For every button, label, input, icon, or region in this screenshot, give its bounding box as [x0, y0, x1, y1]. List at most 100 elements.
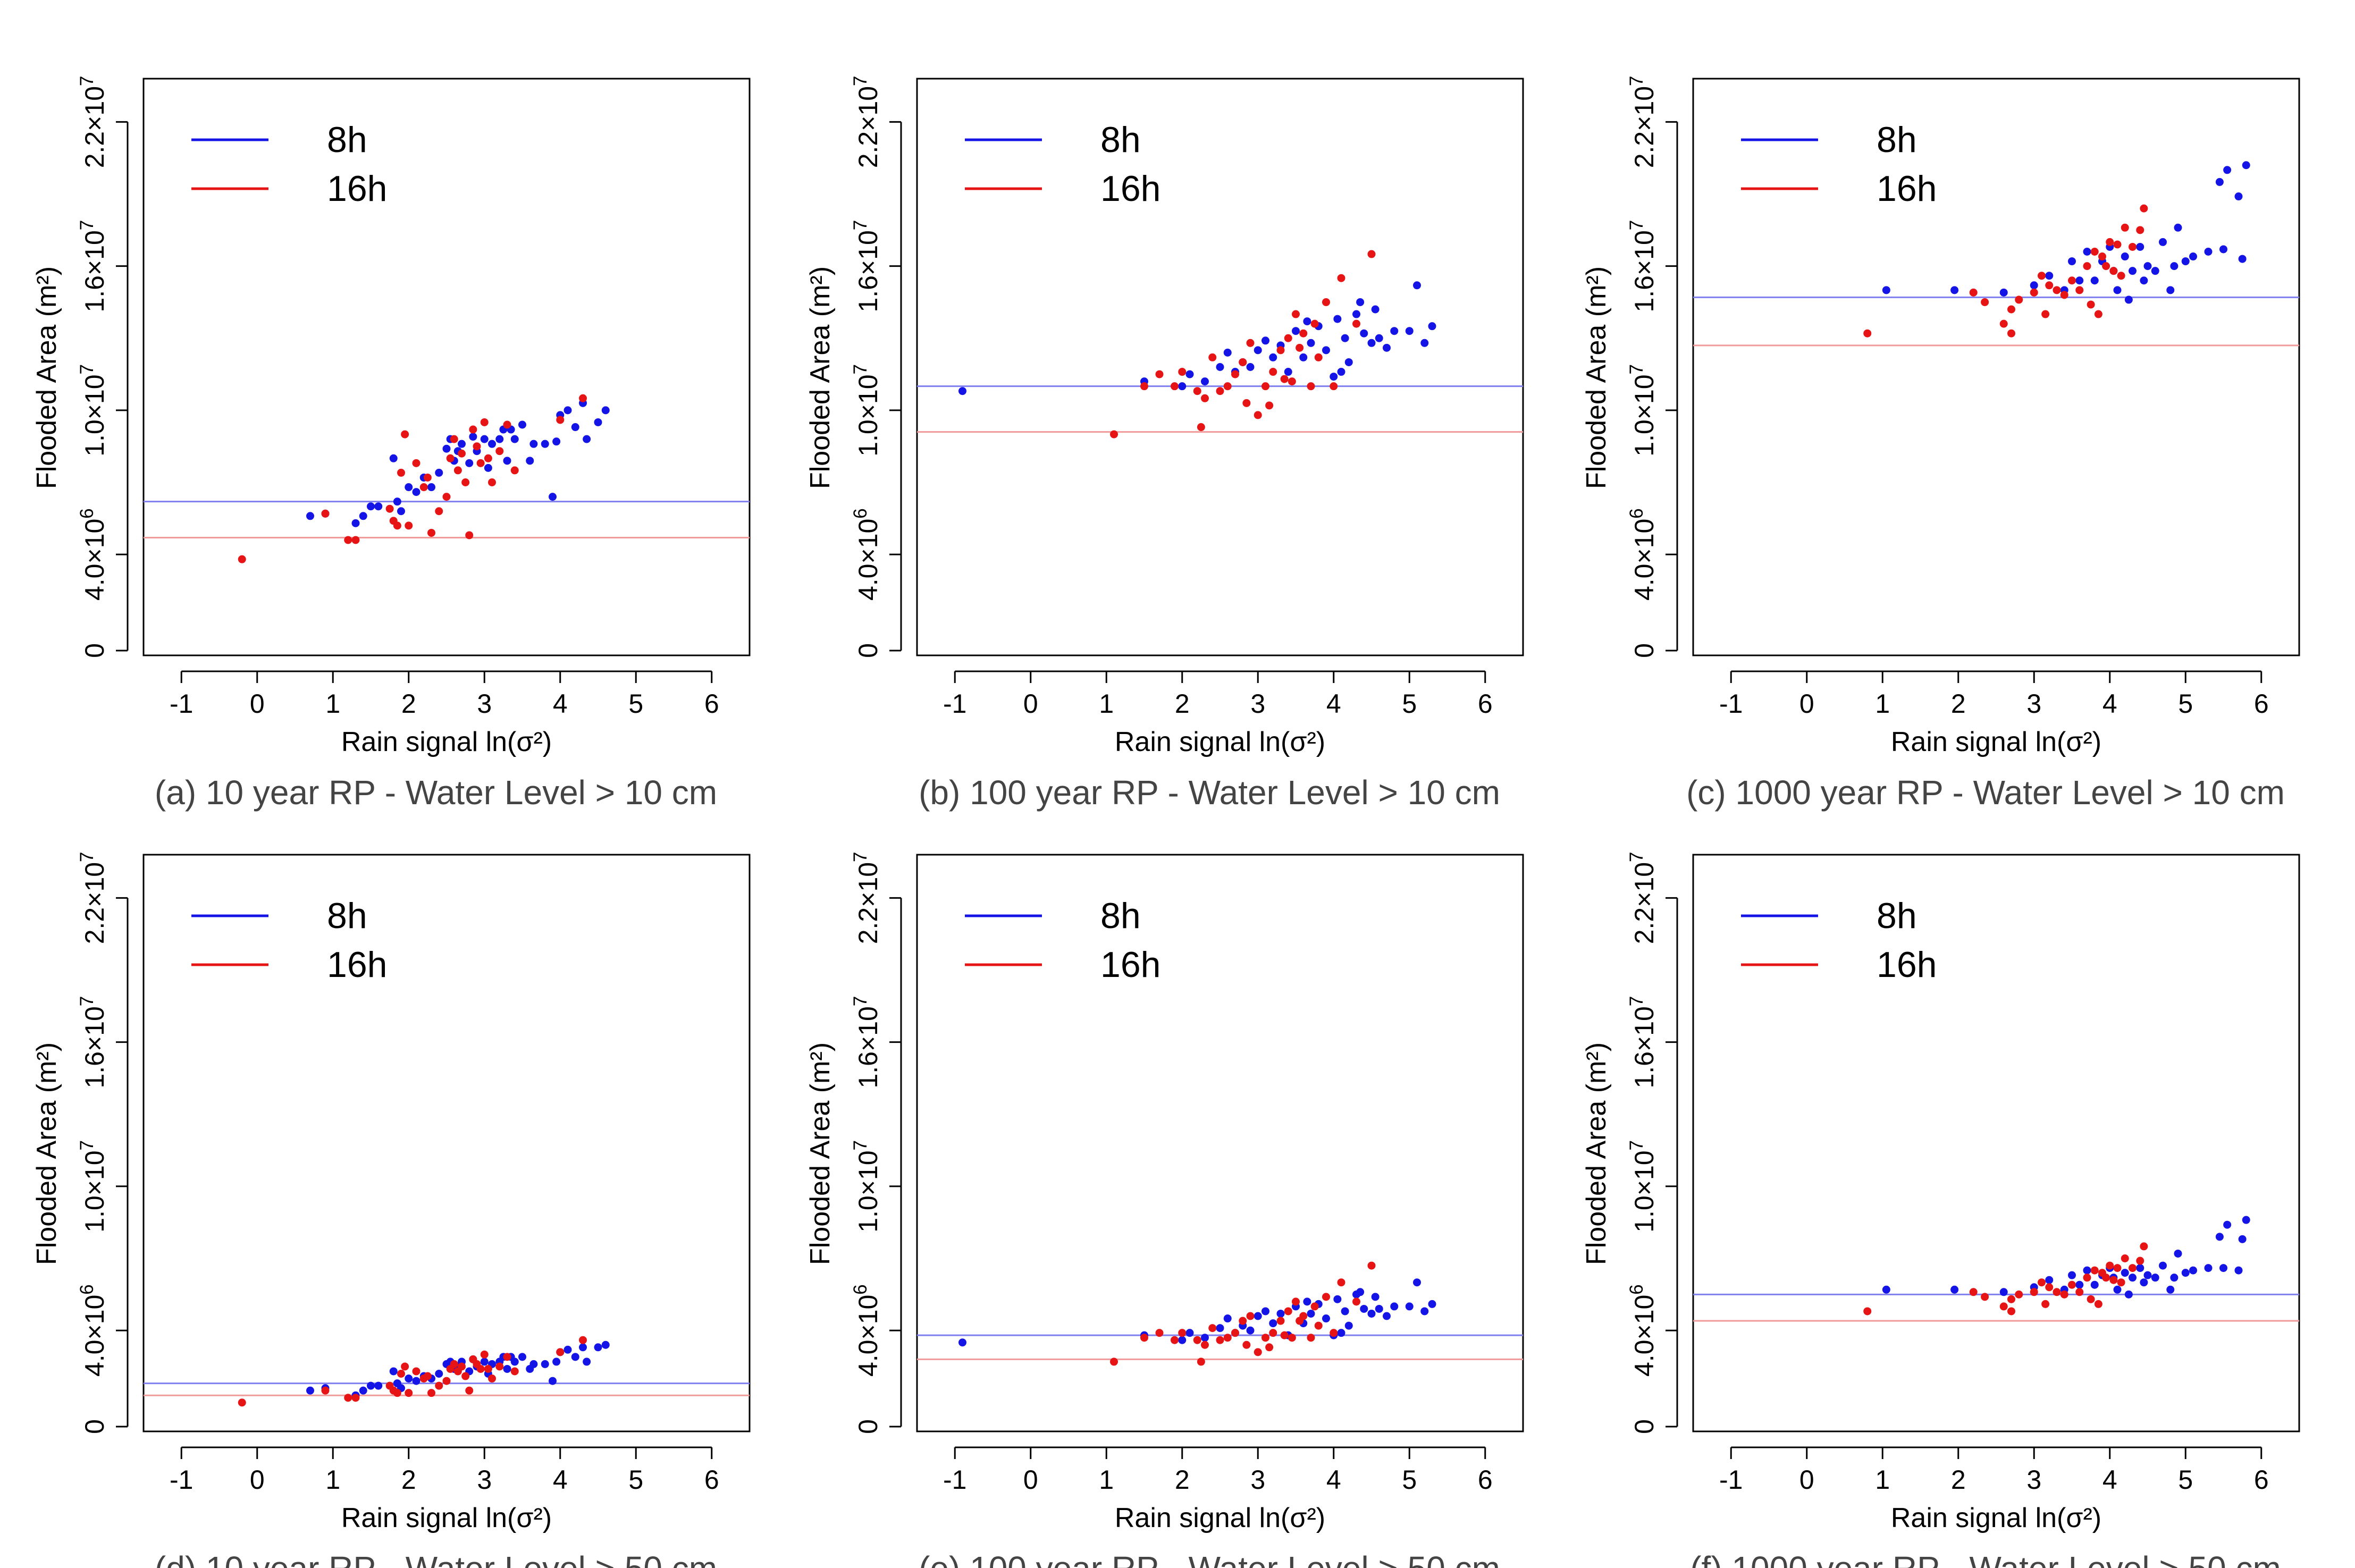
xtick-label: 0 [1023, 1465, 1038, 1495]
ytick-label: 4.0×106 [77, 1284, 110, 1377]
data-point-8h [518, 1353, 526, 1361]
data-point-8h [1330, 373, 1338, 381]
data-point-16h [435, 1381, 443, 1390]
data-point-8h [2174, 223, 2182, 232]
series-8h [1882, 161, 2250, 304]
data-point-8h [563, 406, 572, 415]
ytick-label: 0 [853, 643, 883, 658]
data-point-16h [1208, 353, 1217, 361]
data-point-16h [442, 493, 451, 501]
xtick-label: 2 [401, 689, 416, 719]
data-point-8h [1375, 1304, 1383, 1313]
series-16h [1863, 1242, 2148, 1316]
data-point-16h [2083, 262, 2091, 271]
data-point-16h [465, 531, 474, 539]
data-point-16h [1193, 387, 1201, 395]
data-point-16h [1314, 353, 1323, 361]
data-point-16h [1261, 382, 1269, 391]
legend-label-8h: 8h [1877, 120, 1917, 160]
x-axis-title: Rain signal ln(σ²) [1115, 1503, 1325, 1533]
data-point-16h [1231, 370, 1239, 378]
series-16h [1110, 250, 1376, 439]
data-point-8h [1999, 288, 2008, 297]
series-16h [1863, 204, 2148, 338]
data-point-8h [2083, 1266, 2091, 1275]
ytick-label: 1.0×107 [77, 1140, 110, 1233]
data-point-16h [2121, 223, 2129, 232]
data-point-16h [2113, 240, 2122, 249]
legend-label-8h: 8h [1100, 896, 1141, 936]
data-point-8h [503, 1364, 511, 1373]
data-point-8h [601, 1341, 610, 1349]
ytick-label: 4.0×106 [77, 508, 110, 601]
xtick-label: 3 [2026, 689, 2041, 719]
data-point-8h [1383, 1312, 1391, 1320]
data-point-8h [1178, 1336, 1187, 1344]
xtick-label: 1 [325, 689, 340, 719]
data-point-16h [321, 1386, 330, 1395]
data-point-16h [1288, 377, 1296, 386]
legend-label-8h: 8h [1877, 896, 1917, 936]
data-point-8h [1337, 368, 1345, 376]
data-point-16h [405, 1389, 413, 1397]
data-point-8h [1333, 315, 1342, 323]
data-point-8h [1356, 298, 1365, 306]
panel-f: -1 0 1 2 3 4 5 6 0 4.0×106 1.0×107 1.6×107 2.2×107 Fl… [1581, 852, 2300, 1568]
data-point-16h [1171, 1336, 1179, 1344]
data-point-8h [435, 468, 443, 477]
data-point-16h [401, 430, 409, 439]
ytick-label: 1.6×107 [850, 220, 883, 313]
data-point-16h [1276, 1317, 1285, 1325]
data-point-16h [238, 1398, 246, 1407]
data-point-16h [495, 447, 504, 456]
xtick-label: 5 [2178, 1465, 2193, 1495]
data-point-16h [1330, 1329, 1338, 1337]
data-point-16h [1254, 411, 1262, 419]
xtick-label: 4 [1326, 1465, 1341, 1495]
data-point-16h [1178, 368, 1187, 376]
data-point-8h [359, 512, 367, 520]
data-point-16h [1310, 1302, 1319, 1311]
data-point-16h [2041, 310, 2050, 318]
data-point-8h [1292, 327, 1300, 335]
data-point-8h [1882, 286, 1890, 294]
data-point-16h [344, 536, 352, 544]
data-point-16h [238, 555, 246, 563]
data-point-16h [1246, 339, 1255, 347]
data-point-8h [2113, 1285, 2122, 1294]
data-point-16h [1171, 382, 1179, 391]
data-point-16h [351, 1394, 360, 1402]
data-point-8h [2215, 1233, 2224, 1241]
data-point-16h [473, 442, 481, 451]
data-point-16h [2090, 248, 2099, 256]
xtick-label: 4 [1326, 689, 1341, 719]
xtick-label: 0 [250, 689, 265, 719]
data-point-16h [2030, 1288, 2038, 1296]
data-point-16h [2087, 300, 2095, 309]
ytick-label: 2.2×107 [77, 852, 110, 944]
data-point-16h [1242, 399, 1251, 407]
ytick-label: 4.0×106 [1626, 508, 1659, 601]
data-point-8h [583, 435, 591, 443]
data-point-16h [480, 1350, 489, 1359]
data-point-8h [2136, 242, 2144, 251]
data-point-16h [1330, 382, 1338, 391]
data-point-8h [2129, 1274, 2137, 1282]
data-point-8h [2045, 272, 2054, 280]
data-point-8h [442, 444, 451, 453]
ytick-label: 1.0×107 [1626, 364, 1659, 457]
data-point-16h [1231, 1329, 1239, 1337]
legend-label-16h: 16h [1100, 945, 1160, 985]
data-point-8h [1341, 1307, 1349, 1316]
data-point-8h [2238, 255, 2247, 263]
data-point-16h [2117, 1278, 2125, 1287]
data-point-16h [2106, 238, 2114, 246]
data-point-16h [1863, 1307, 1872, 1316]
data-point-8h [549, 1377, 557, 1385]
data-point-8h [503, 457, 511, 465]
data-point-8h [1261, 336, 1269, 345]
ytick-label: 1.6×107 [1626, 996, 1659, 1089]
data-point-8h [1322, 346, 1330, 355]
ytick-label: 0 [80, 643, 110, 658]
data-point-16h [1239, 358, 1247, 366]
